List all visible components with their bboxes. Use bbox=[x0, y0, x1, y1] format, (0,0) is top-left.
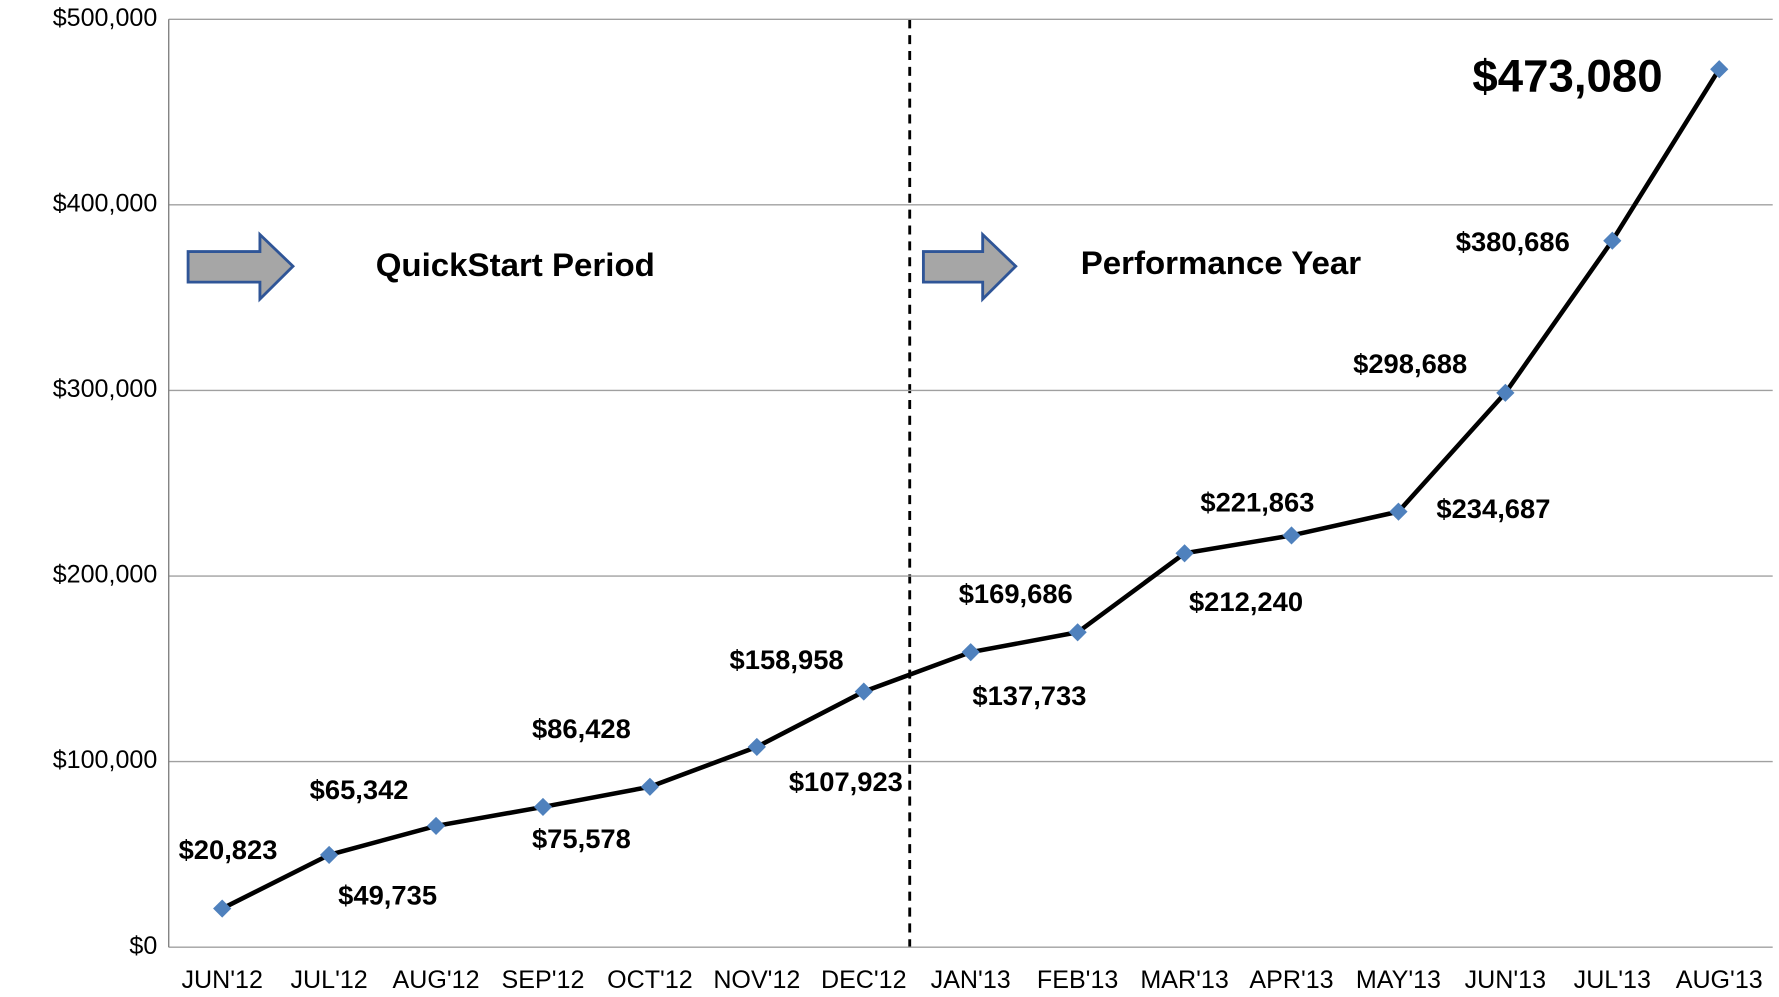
data-label: $86,428 bbox=[532, 713, 631, 744]
x-tick-label: DEC'12 bbox=[821, 966, 907, 994]
marker bbox=[1282, 526, 1301, 545]
line bbox=[221, 68, 1722, 911]
x-tick-label: MAY'13 bbox=[1356, 966, 1441, 994]
marker bbox=[533, 797, 553, 816]
data-label: $169,686 bbox=[959, 578, 1073, 609]
arrow bbox=[921, 231, 1018, 303]
marker bbox=[961, 643, 980, 662]
plot: QuickStart Period Performance Year $0 $10… bbox=[53, 4, 1773, 994]
x-tick-label: MAR'13 bbox=[1140, 966, 1228, 994]
y-tick-label: $0 bbox=[129, 932, 157, 960]
data-label: $20,823 bbox=[179, 834, 278, 865]
x-tick-label: OCT'12 bbox=[607, 966, 693, 994]
marker bbox=[747, 737, 766, 756]
marker bbox=[854, 682, 873, 701]
data-label: $137,733 bbox=[972, 680, 1086, 711]
x-tick-label: NOV'12 bbox=[713, 966, 800, 994]
data-label: $234,687 bbox=[1436, 493, 1550, 524]
x-tick-label: FEB'13 bbox=[1037, 966, 1118, 994]
y-tick-label: $500,000 bbox=[53, 4, 158, 32]
data-label: $158,958 bbox=[730, 644, 844, 675]
y-tick-label: $300,000 bbox=[53, 375, 158, 403]
marker bbox=[1496, 383, 1515, 402]
x-tick-label: APR'13 bbox=[1249, 966, 1333, 994]
arrow bbox=[186, 231, 296, 303]
x-tick-label: JUN'13 bbox=[1465, 966, 1546, 994]
x-tick-label: JUL'12 bbox=[290, 966, 367, 994]
data-label: $49,735 bbox=[338, 880, 437, 911]
data-label: $473,080 bbox=[1472, 50, 1662, 101]
marker bbox=[213, 899, 232, 918]
data-label: $65,342 bbox=[310, 774, 409, 805]
x-tick-label: SEP'12 bbox=[502, 966, 585, 994]
y-tick-label: $200,000 bbox=[53, 561, 158, 589]
marker bbox=[1710, 60, 1729, 79]
data-label: $221,863 bbox=[1200, 486, 1314, 517]
marker bbox=[1068, 623, 1087, 642]
marker bbox=[319, 845, 339, 864]
data-label: $212,240 bbox=[1189, 586, 1303, 617]
data-label: $107,923 bbox=[789, 766, 903, 797]
x-tick-label: AUG'12 bbox=[393, 966, 480, 994]
y-tick-label: $100,000 bbox=[53, 746, 158, 774]
data-label: $75,578 bbox=[532, 823, 631, 854]
data-label: $380,686 bbox=[1456, 226, 1570, 257]
x-tick-label: AUG'13 bbox=[1676, 966, 1763, 994]
marker bbox=[640, 777, 660, 796]
annotation: QuickStart Period bbox=[376, 246, 655, 283]
x-tick-label: JAN'13 bbox=[931, 966, 1011, 994]
annotation: Performance Year bbox=[1081, 244, 1362, 281]
data-label: $298,688 bbox=[1353, 348, 1467, 379]
marker bbox=[426, 816, 446, 835]
x-tick-label: JUL'13 bbox=[1574, 966, 1651, 994]
x-tick-label: JUN'12 bbox=[181, 966, 262, 994]
y-tick-label: $400,000 bbox=[53, 190, 158, 218]
